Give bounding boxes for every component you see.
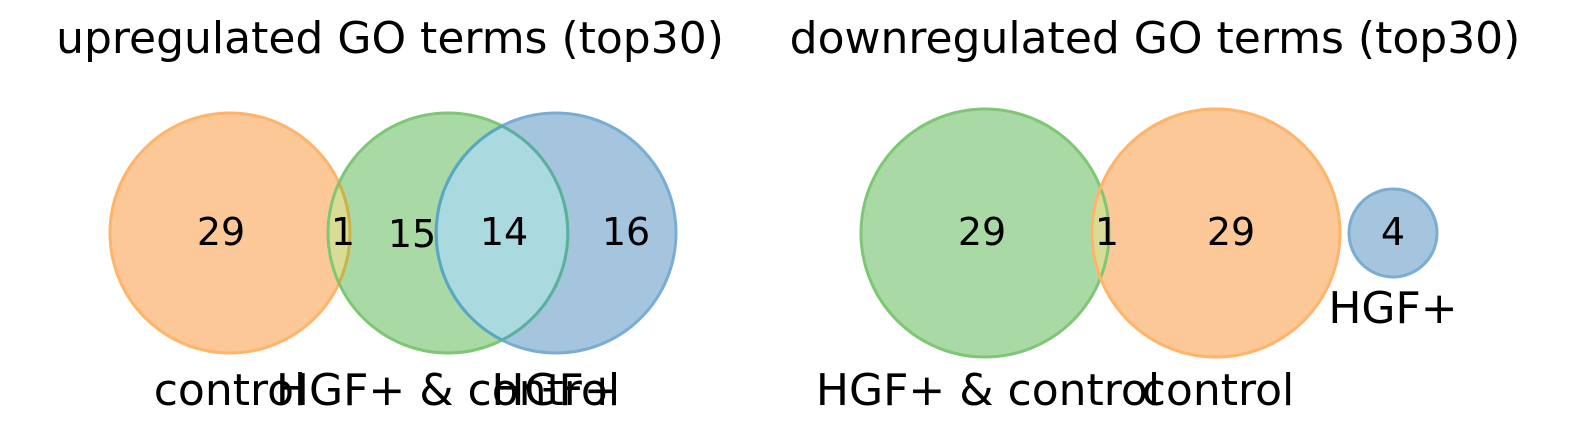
outline-overlap-left [337, 182, 352, 284]
count-hgfctrl-only-right: 29 [958, 210, 1006, 254]
circle-control-fill [110, 113, 350, 353]
venn-downregulated: downregulated GO terms (top30) 29 1 29 4… [790, 13, 1521, 416]
circle-hgf-outline-right [1347, 187, 1439, 279]
venn-upregulated: upregulated GO terms (top30) 29 1 15 14 … [56, 13, 724, 416]
outline-overlap-right [501, 124, 570, 342]
circle-hgf-and-control-outline-right [859, 107, 1111, 359]
count-hgf-only-right: 4 [1381, 210, 1405, 254]
set-label-hgf-and-control: HGF+ & control [276, 365, 620, 416]
set-label-control-right: control [1142, 365, 1295, 416]
set-label-hgf-right: HGF+ [1328, 283, 1457, 334]
venn-right-title: downregulated GO terms (top30) [790, 13, 1521, 64]
circle-hgf-fill-right [1349, 189, 1437, 277]
count-control-hgfctrl: 1 [331, 210, 355, 254]
count-hgf-only: 16 [602, 210, 650, 254]
set-label-hgf: HGF+ [491, 365, 620, 416]
set-label-hgf-and-control-right: HGF+ & control [816, 365, 1160, 416]
venn-left-title: upregulated GO terms (top30) [56, 13, 724, 64]
outline-overlap-right-2 [434, 124, 503, 342]
set-label-control: control [154, 365, 307, 416]
count-control-only: 29 [197, 210, 245, 254]
count-hgfctrl-control-right: 1 [1095, 210, 1119, 254]
circle-hgf-and-control-fill-right [861, 109, 1109, 357]
overlap-hgfctrl-hgf [436, 113, 568, 353]
count-control-only-right: 29 [1207, 210, 1255, 254]
count-hgfctrl-hgf: 14 [480, 210, 528, 254]
count-hgfctrl-only: 15 [388, 212, 436, 256]
circle-control-fill-right [1092, 109, 1340, 357]
circle-control-outline-right [1090, 107, 1342, 359]
